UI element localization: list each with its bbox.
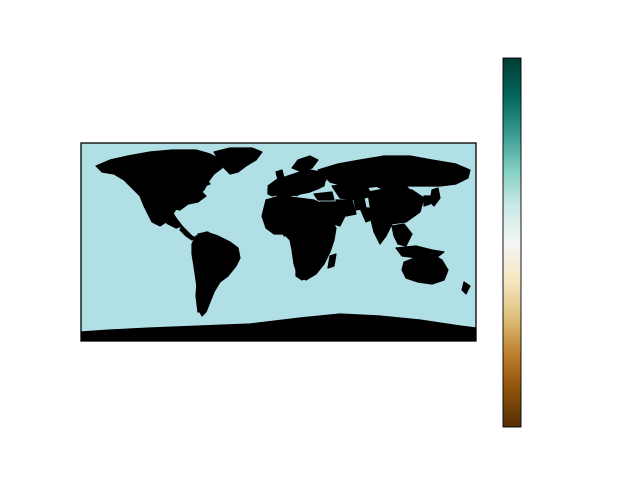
region-italy	[289, 185, 301, 197]
region-iran	[335, 199, 357, 217]
region-australia	[401, 253, 449, 285]
region-india	[369, 213, 393, 245]
region-libya	[291, 201, 307, 217]
region-ethiopia	[319, 229, 331, 241]
map-panel	[80, 142, 477, 342]
region-zambia	[299, 255, 313, 267]
colorbar-gradient	[503, 58, 521, 427]
region-usa	[141, 189, 207, 211]
region-uk	[275, 169, 285, 181]
region-scandinavia	[291, 155, 319, 173]
region-mali	[265, 211, 285, 227]
region-mongolia	[375, 183, 411, 193]
colorbar-frame	[502, 57, 522, 428]
region-nigeria	[281, 225, 293, 237]
region-turkey	[313, 191, 335, 201]
region-mexico	[149, 205, 183, 229]
region-south-africa	[295, 265, 315, 281]
region-egypt	[305, 203, 321, 219]
region-southeast-asia	[391, 223, 413, 247]
region-tanzania	[311, 249, 323, 259]
region-greenland	[213, 147, 263, 175]
region-morocco	[265, 197, 277, 209]
region-iberia	[267, 185, 281, 197]
region-sudan	[303, 217, 323, 235]
region-japan	[429, 187, 441, 207]
region-korea	[423, 195, 431, 207]
region-east-europe	[299, 171, 327, 191]
region-france	[277, 179, 291, 191]
region-kenya	[313, 239, 323, 251]
colorbar	[502, 57, 522, 428]
region-chile	[195, 267, 203, 313]
region-venezuela	[197, 231, 215, 243]
region-madagascar	[327, 253, 337, 269]
region-antarctica	[81, 313, 476, 341]
map-frame	[80, 142, 477, 342]
region-bolivia	[201, 253, 217, 269]
region-new-zealand	[461, 281, 471, 295]
region-canada-prairies	[123, 163, 211, 189]
